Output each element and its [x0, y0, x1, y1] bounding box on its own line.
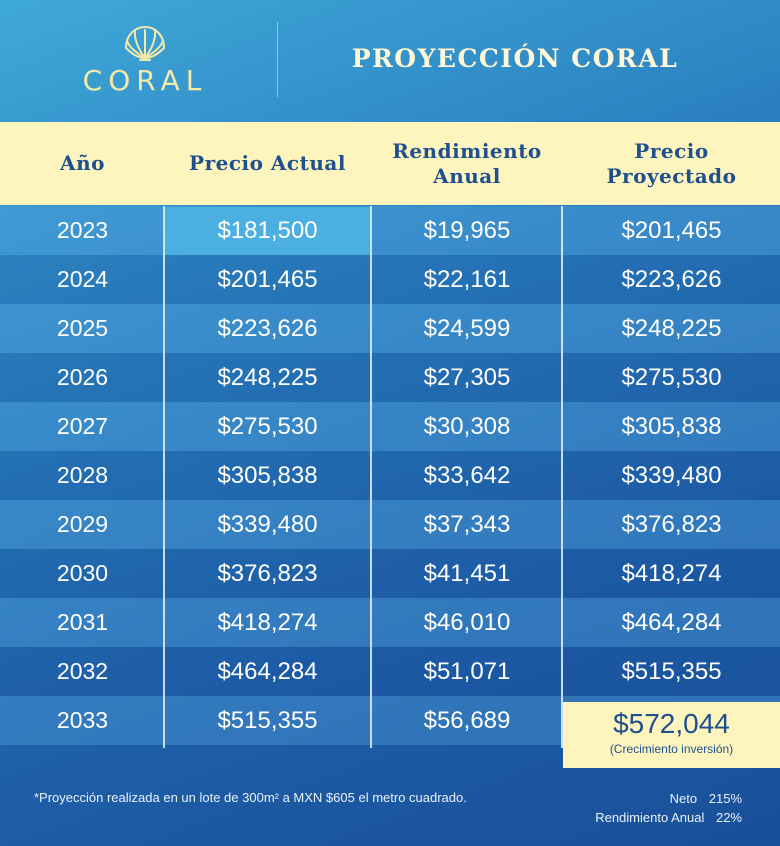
final-projection-note: (Crecimiento inversión) [609, 742, 734, 756]
cell-year: 2033 [56, 707, 109, 733]
column-header-rendimiento: Rendimiento Anual [372, 122, 562, 205]
summary-rendimiento: Rendimiento Anual 22% [595, 808, 742, 827]
cell-rendimiento: $30,308 [423, 412, 511, 440]
cell-precio-proyectado: $418,274 [621, 559, 722, 587]
summary-rendimiento-label: Rendimiento Anual [595, 810, 705, 825]
cell-rendimiento: $19,965 [423, 216, 511, 244]
cell-precio-actual: $376,823 [217, 559, 318, 587]
column-divider [370, 206, 372, 748]
cell-rendimiento: $24,599 [423, 314, 511, 342]
cell-precio-actual: $339,480 [217, 510, 318, 538]
cell-year: 2023 [56, 217, 109, 243]
cell-year: 2025 [56, 315, 109, 341]
cell-year: 2028 [56, 462, 109, 488]
table-row: 2026 $248,225 $27,305 $275,530 [0, 353, 780, 402]
page-title: PROYECCIÓN CORAL [351, 44, 679, 73]
table-row: 2029 $339,480 $37,343 $376,823 [0, 500, 780, 549]
cell-precio-proyectado: $515,355 [621, 657, 722, 685]
column-header-rendimiento-line2: Anual [433, 163, 501, 188]
summary-rendimiento-value: 22% [715, 810, 742, 825]
final-projection-box: $572,044 (Crecimiento inversión) [563, 702, 780, 768]
cell-year: 2027 [56, 413, 109, 439]
cell-precio-actual: $515,355 [217, 706, 318, 734]
cell-year: 2024 [56, 266, 109, 292]
table-row: 2032 $464,284 $51,071 $515,355 [0, 647, 780, 696]
cell-precio-proyectado: $223,626 [621, 265, 722, 293]
column-header-proyectado-line1: Precio [634, 138, 709, 163]
cell-rendimiento: $41,451 [423, 559, 511, 587]
cell-rendimiento: $37,343 [423, 510, 511, 538]
cell-rendimiento: $46,010 [423, 608, 511, 636]
cell-precio-proyectado: $339,480 [621, 461, 722, 489]
column-header-rendimiento-line1: Rendimiento [392, 138, 542, 163]
cell-precio-actual: $464,284 [217, 657, 318, 685]
footnote: *Proyección realizada en un lote de 300m… [34, 790, 467, 805]
cell-rendimiento: $22,161 [423, 265, 511, 293]
table-row: 2028 $305,838 $33,642 $339,480 [0, 451, 780, 500]
cell-precio-actual: $223,626 [217, 314, 318, 342]
header: CORAL PROYECCIÓN CORAL [0, 0, 780, 120]
table-row: 2024 $201,465 $22,161 $223,626 [0, 255, 780, 304]
cell-precio-proyectado: $275,530 [621, 363, 722, 391]
table-row: 2027 $275,530 $30,308 $305,838 [0, 402, 780, 451]
column-divider [163, 206, 165, 748]
table-row: 2030 $376,823 $41,451 $418,274 [0, 549, 780, 598]
column-divider [561, 206, 563, 748]
table-row: 2031 $418,274 $46,010 $464,284 [0, 598, 780, 647]
cell-year: 2030 [56, 560, 109, 586]
column-header-year: Año [60, 151, 105, 175]
cell-precio-actual: $248,225 [217, 363, 318, 391]
cell-precio-actual: $275,530 [217, 412, 318, 440]
summary-neto: Neto 215% [595, 789, 742, 808]
cell-precio-actual: $181,500 [217, 216, 318, 244]
column-header-proyectado-line2: Proyectado [606, 163, 737, 188]
shell-icon [125, 25, 165, 61]
cell-precio-actual: $201,465 [217, 265, 318, 293]
summary: Neto 215% Rendimiento Anual 22% [595, 789, 742, 827]
brand-name: CORAL [82, 64, 208, 97]
brand-logo: CORAL [80, 24, 210, 99]
table-row: 2023 $181,500 $19,965 $201,465 [0, 206, 780, 255]
column-header-precio-actual: Precio Actual [189, 151, 346, 175]
cell-precio-actual: $418,274 [217, 608, 318, 636]
summary-neto-value: 215% [708, 791, 742, 806]
cell-rendimiento: $56,689 [423, 706, 511, 734]
cell-rendimiento: $33,642 [423, 461, 511, 489]
header-divider [277, 22, 278, 97]
cell-precio-actual: $305,838 [217, 461, 318, 489]
cell-precio-proyectado: $376,823 [621, 510, 722, 538]
cell-rendimiento: $51,071 [423, 657, 511, 685]
cell-precio-proyectado: $464,284 [621, 608, 722, 636]
cell-precio-proyectado: $248,225 [621, 314, 722, 342]
cell-precio-proyectado: $305,838 [621, 412, 722, 440]
cell-rendimiento: $27,305 [423, 363, 511, 391]
highlighted-cell [165, 207, 370, 255]
cell-year: 2029 [56, 511, 109, 537]
summary-neto-label: Neto [669, 791, 698, 806]
column-header-precio-proyectado: Precio Proyectado [563, 122, 780, 205]
cell-year: 2032 [56, 658, 109, 684]
table-row: 2025 $223,626 $24,599 $248,225 [0, 304, 780, 353]
cell-year: 2026 [56, 364, 109, 390]
table-header: Año Precio Actual Rendimiento Anual Prec… [0, 122, 780, 205]
final-projection-value: $572,044 [613, 708, 730, 739]
cell-year: 2031 [56, 609, 109, 635]
cell-precio-proyectado: $201,465 [621, 216, 722, 244]
